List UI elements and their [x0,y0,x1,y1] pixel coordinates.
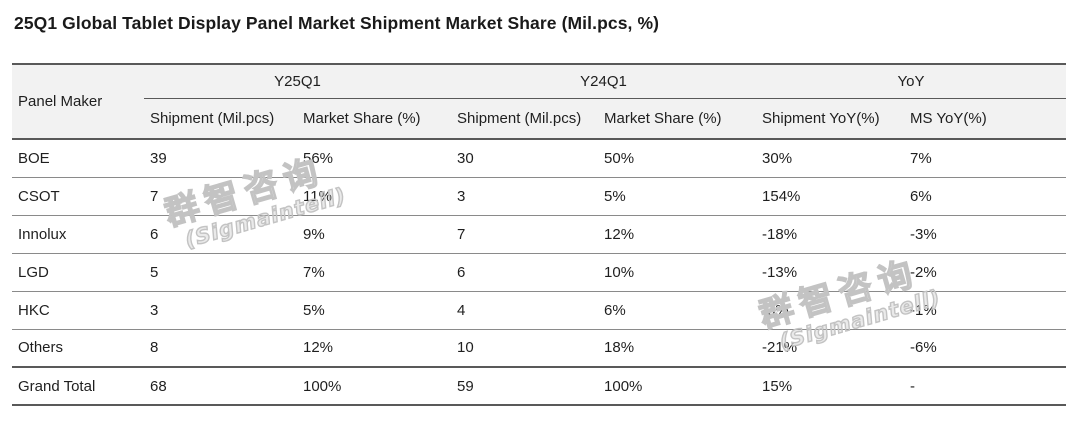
value-cell: 59 [451,366,599,406]
value-cell: 9% [297,215,452,254]
value-cell: 7% [297,253,452,292]
header-group-row: Panel Maker Y25Q1 Y24Q1 YoY [12,63,1067,140]
value-cell: 15% [756,366,905,406]
value-cell: -2% [904,253,1067,292]
column-group-yoy: YoY [756,63,1067,99]
value-cell: 5% [598,177,757,216]
table-row-hkc: HKC 3 5% 4 6% -3% -1% [12,291,1067,330]
value-cell: 68 [144,366,297,406]
value-cell: 3 [451,177,599,216]
value-cell: -3% [904,215,1067,254]
value-cell: 8 [144,329,297,368]
value-cell: 154% [756,177,905,216]
column-group-y24q1: Y24Q1 [451,63,757,99]
panel-maker-cell: Grand Total [12,366,144,406]
value-cell: -18% [756,215,905,254]
value-cell: 100% [598,366,757,406]
value-cell: 3 [144,291,297,330]
column-header-ms-yoy: MS YoY(%) [904,98,1067,140]
column-header-shipment-yoy: Shipment YoY(%) [756,98,905,140]
column-header-y25q1-market-share: Market Share (%) [297,98,452,140]
value-cell: -3% [756,291,905,330]
value-cell: -1% [904,291,1067,330]
panel-maker-cell: Innolux [12,215,144,254]
value-cell: -21% [756,329,905,368]
column-header-y25q1-shipment: Shipment (Mil.pcs) [144,98,297,140]
value-cell: 12% [297,329,452,368]
value-cell: -6% [904,329,1067,368]
value-cell: 56% [297,139,452,178]
value-cell: 5 [144,253,297,292]
value-cell: 18% [598,329,757,368]
panel-maker-cell: Others [12,329,144,368]
column-group-y25q1: Y25Q1 [144,63,452,99]
value-cell: 6 [144,215,297,254]
panel-maker-cell: BOE [12,139,144,178]
column-header-panel-maker: Panel Maker [12,63,144,140]
value-cell: 39 [144,139,297,178]
value-cell: 7% [904,139,1067,178]
value-cell: 30% [756,139,905,178]
value-cell: 7 [144,177,297,216]
value-cell: 12% [598,215,757,254]
panel-maker-cell: HKC [12,291,144,330]
column-header-y24q1-shipment: Shipment (Mil.pcs) [451,98,599,140]
header-sub-row: Shipment (Mil.pcs) Market Share (%) Ship… [12,98,1067,140]
value-cell: 100% [297,366,452,406]
panel-maker-cell: CSOT [12,177,144,216]
value-cell: 10% [598,253,757,292]
table-row-csot: CSOT 7 11% 3 5% 154% 6% [12,177,1067,216]
market-share-table: Panel Maker Y25Q1 Y24Q1 YoY Shipment (Mi… [12,63,1067,406]
value-cell: 30 [451,139,599,178]
value-cell: 50% [598,139,757,178]
value-cell: 10 [451,329,599,368]
table-row-lgd: LGD 5 7% 6 10% -13% -2% [12,253,1067,292]
table-row-boe: BOE 39 56% 30 50% 30% 7% [12,139,1067,178]
table-row-others: Others 8 12% 10 18% -21% -6% [12,329,1067,368]
value-cell: 5% [297,291,452,330]
table-row-grand-total: Grand Total 68 100% 59 100% 15% - [12,366,1067,406]
value-cell: 11% [297,177,452,216]
panel-maker-cell: LGD [12,253,144,292]
page-title: 25Q1 Global Tablet Display Panel Market … [14,13,660,33]
value-cell: 6% [904,177,1067,216]
value-cell: 6% [598,291,757,330]
column-header-y24q1-market-share: Market Share (%) [598,98,757,140]
value-cell: 6 [451,253,599,292]
value-cell: - [904,366,1067,406]
value-cell: 7 [451,215,599,254]
value-cell: 4 [451,291,599,330]
table-row-innolux: Innolux 6 9% 7 12% -18% -3% [12,215,1067,254]
value-cell: -13% [756,253,905,292]
